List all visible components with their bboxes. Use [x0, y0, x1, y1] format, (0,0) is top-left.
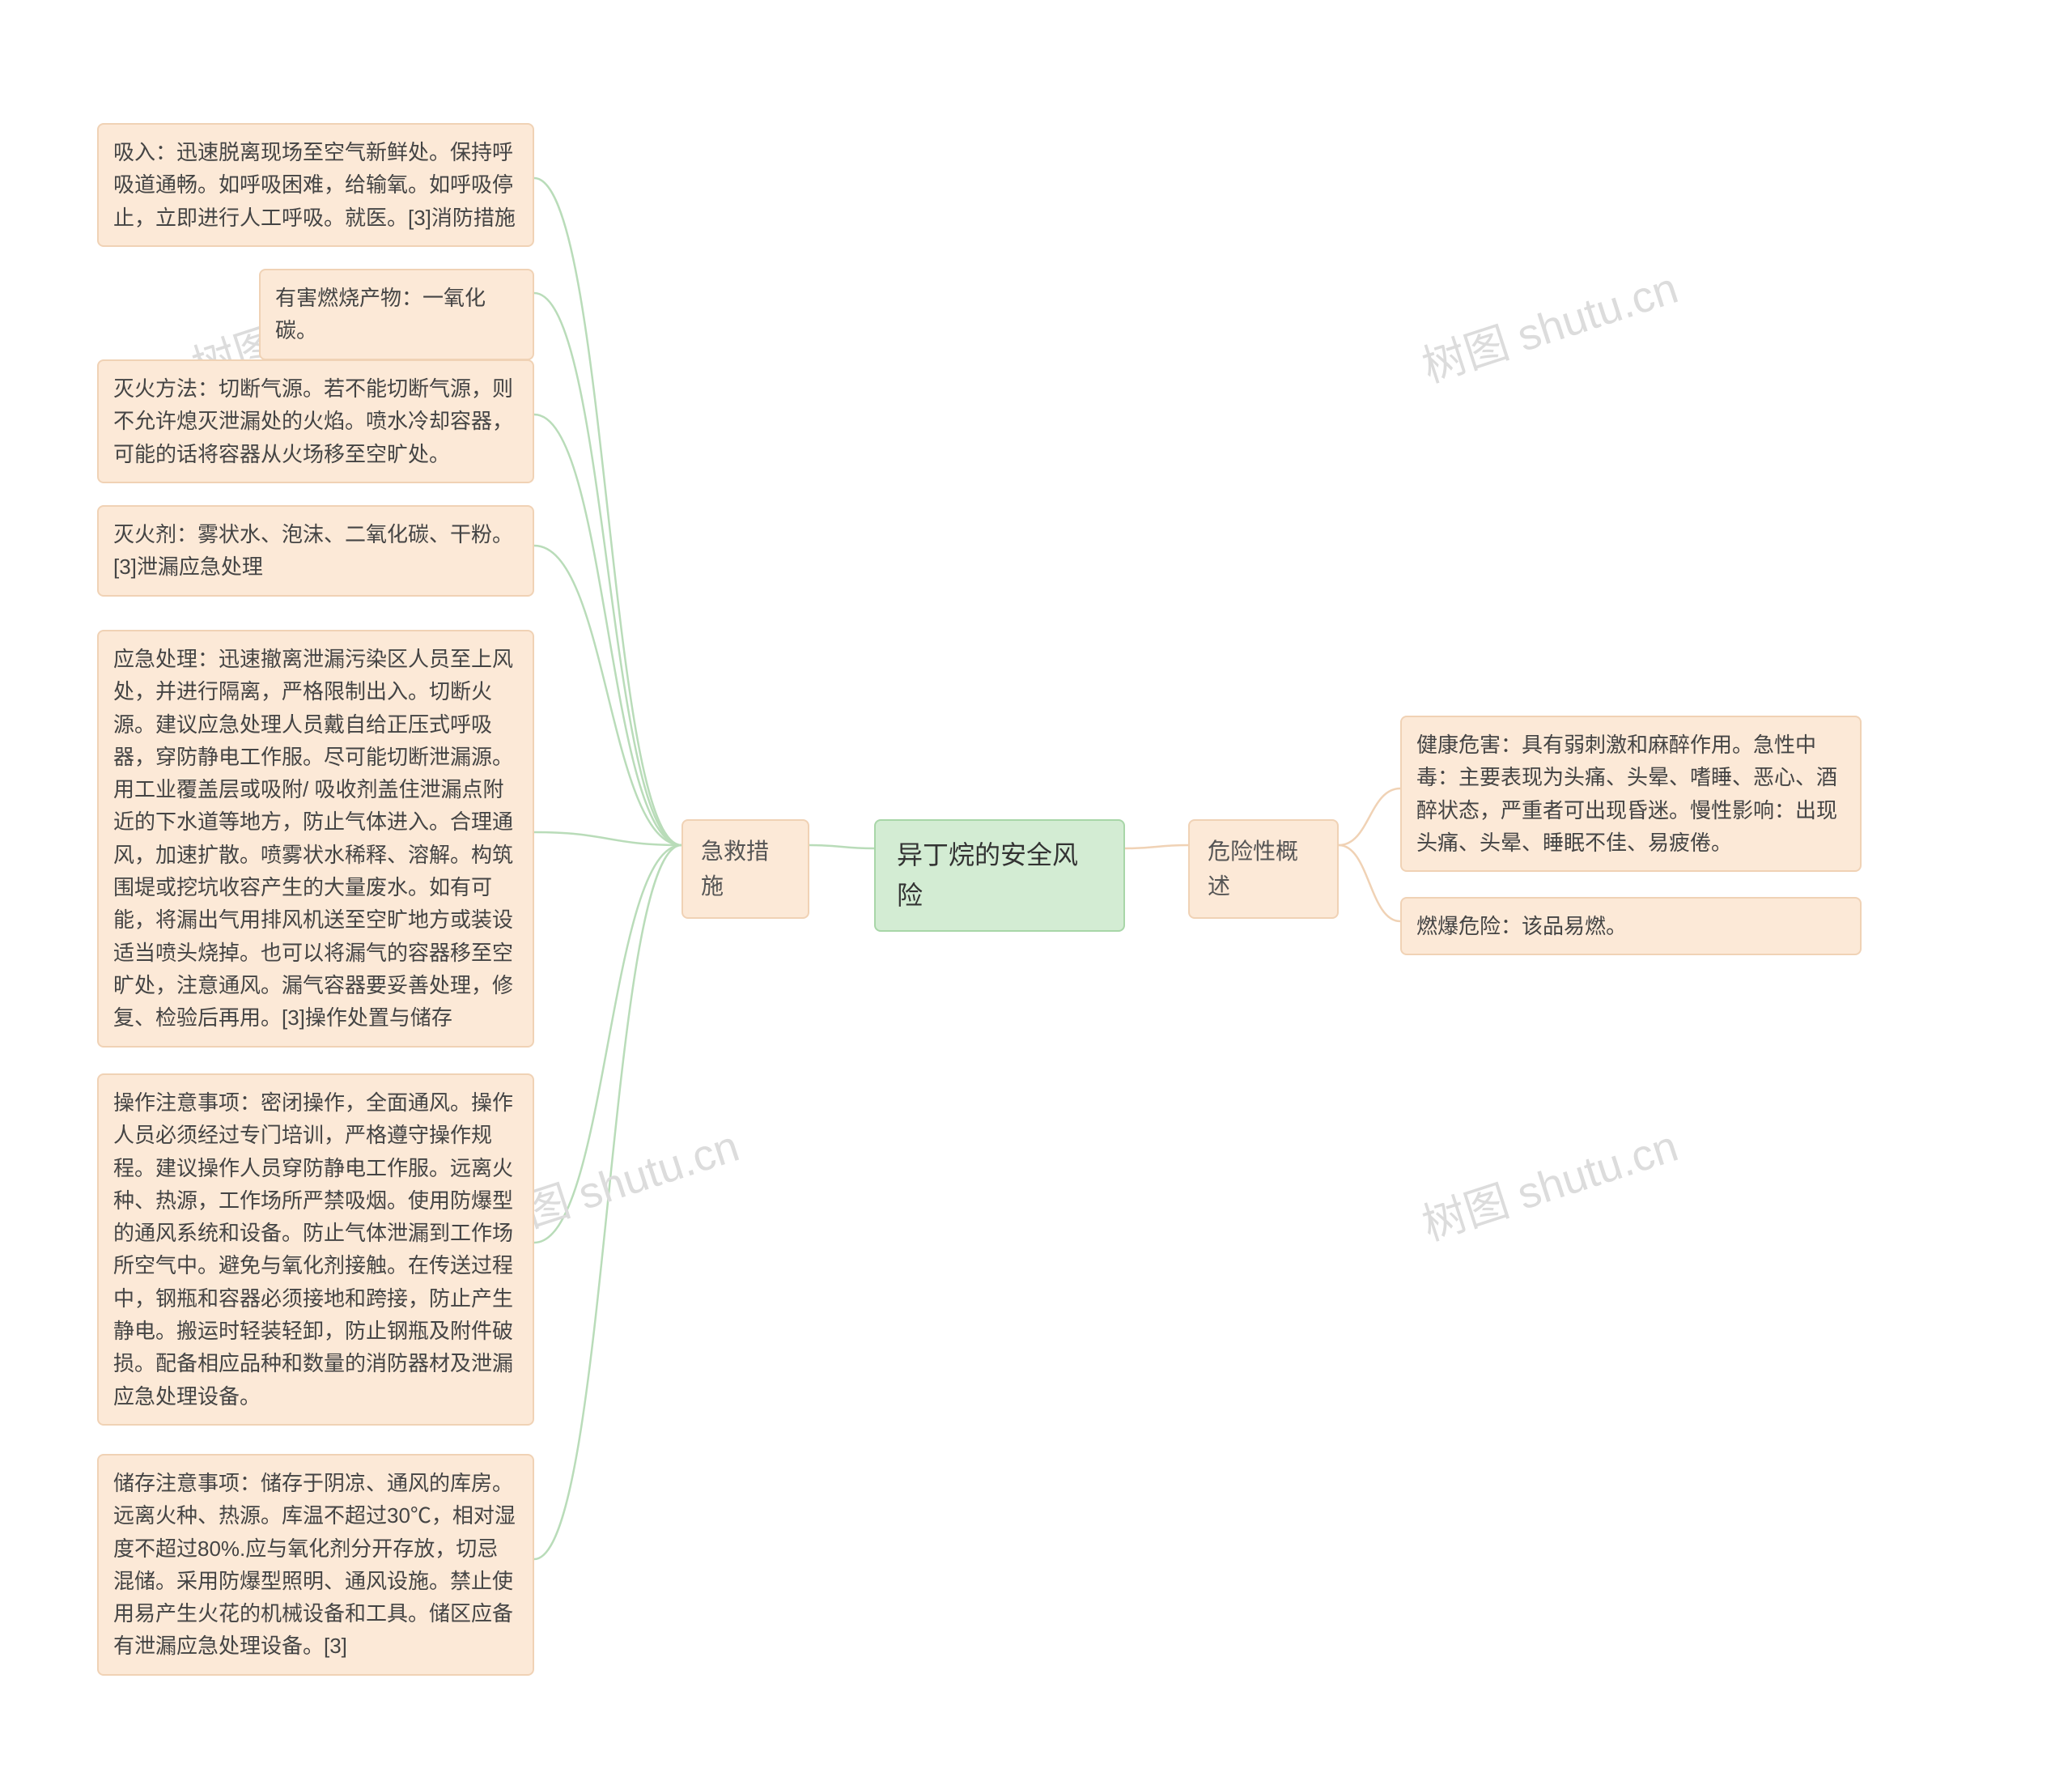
- branch-left: 急救措施: [681, 819, 809, 919]
- branch-right-label: 危险性概述: [1208, 839, 1298, 899]
- leaf-left-4: 应急处理：迅速撤离泄漏污染区人员至上风处，并进行隔离，严格限制出入。切断火源。建…: [97, 630, 534, 1048]
- leaf-right-0: 健康危害：具有弱刺激和麻醉作用。急性中毒：主要表现为头痛、头晕、嗜睡、恶心、酒醉…: [1400, 716, 1862, 872]
- root-label: 异丁烷的安全风险: [897, 840, 1078, 910]
- leaf-left-3: 灭火剂：雾状水、泡沫、二氧化碳、干粉。[3]泄漏应急处理: [97, 505, 534, 597]
- watermark: 树图 shutu.cn: [1413, 252, 1685, 394]
- leaf-left-2: 灭火方法：切断气源。若不能切断气源，则不允许熄灭泄漏处的火焰。喷水冷却容器，可能…: [97, 359, 534, 483]
- leaf-right-1: 燃爆危险：该品易燃。: [1400, 897, 1862, 955]
- root-node: 异丁烷的安全风险: [874, 819, 1125, 932]
- leaf-left-1: 有害燃烧产物：一氧化碳。: [259, 269, 534, 360]
- watermark: 树图 shutu.cn: [1413, 1110, 1685, 1252]
- leaf-left-0: 吸入：迅速脱离现场至空气新鲜处。保持呼吸道通畅。如呼吸困难，给输氧。如呼吸停止，…: [97, 123, 534, 247]
- branch-right: 危险性概述: [1188, 819, 1339, 919]
- leaf-left-6: 储存注意事项：储存于阴凉、通风的库房。远离火种、热源。库温不超过30℃，相对湿度…: [97, 1454, 534, 1676]
- leaf-left-5: 操作注意事项：密闭操作，全面通风。操作人员必须经过专门培训，严格遵守操作规程。建…: [97, 1073, 534, 1426]
- branch-left-label: 急救措施: [701, 839, 769, 899]
